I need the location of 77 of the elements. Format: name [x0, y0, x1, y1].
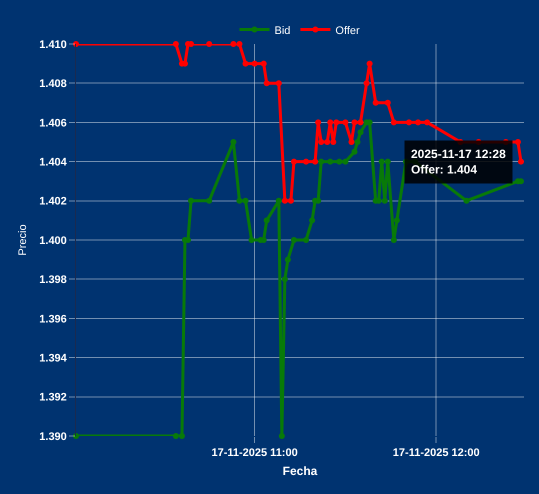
point: [342, 158, 348, 165]
point: [309, 217, 316, 224]
point: [518, 158, 524, 165]
point: [252, 60, 258, 67]
y-tick-label: 1.396: [39, 313, 67, 326]
point: [342, 119, 348, 126]
point: [178, 433, 185, 439]
point: [188, 198, 194, 204]
y-tick-label: 1.406: [39, 117, 67, 130]
point: [324, 139, 330, 145]
point: [290, 237, 297, 243]
point: [282, 276, 288, 282]
annotation: 2025-11-17 12:28 Offer: 1.404: [411, 147, 506, 177]
point: [172, 41, 179, 47]
legend-label: Bid: [274, 24, 290, 37]
point: [264, 217, 270, 224]
point: [394, 217, 400, 224]
point: [424, 119, 430, 126]
y-tick-label: 1.404: [39, 156, 68, 168]
point: [242, 60, 249, 67]
point: [278, 433, 285, 439]
point: [514, 139, 521, 145]
legend-label: Offer: [335, 24, 360, 37]
point: [406, 119, 412, 126]
point: [172, 433, 179, 439]
point: [276, 80, 282, 86]
point: [230, 41, 236, 47]
point: [206, 198, 212, 204]
point: [415, 119, 422, 126]
point: [364, 80, 370, 86]
y-tick-label: 1.394: [39, 352, 68, 364]
point: [230, 139, 236, 145]
point: [384, 100, 391, 106]
point: [288, 198, 294, 204]
point: [390, 119, 397, 126]
point: [351, 148, 358, 155]
point: [327, 119, 334, 126]
y-tick-label: 1.390: [39, 430, 67, 443]
y-axis-title: Precio: [16, 224, 29, 256]
x-tick-label: 17-11-2025 11:00: [211, 447, 298, 460]
point: [284, 256, 291, 263]
point: [372, 100, 379, 106]
y-tick-label: 1.410: [39, 38, 67, 51]
point: [260, 60, 267, 67]
point: [463, 198, 470, 204]
point: [303, 237, 310, 243]
point: [330, 139, 336, 145]
y-tick-label: 1.398: [39, 274, 67, 286]
point: [206, 41, 212, 47]
point: [382, 198, 388, 204]
point: [333, 119, 340, 126]
point: [348, 139, 354, 145]
y-tick-label: 1.402: [39, 196, 67, 208]
point: [318, 139, 324, 145]
y-tick-label: 1.408: [39, 78, 67, 90]
point: [390, 237, 397, 243]
point: [318, 158, 324, 165]
x-axis-title: Fecha: [282, 464, 318, 478]
point: [242, 198, 249, 204]
point: [264, 80, 270, 86]
point: [276, 198, 282, 204]
y-tick-label: 1.400: [39, 234, 67, 247]
point: [312, 158, 318, 165]
point: [351, 119, 358, 126]
point: [336, 158, 342, 165]
point: [327, 158, 334, 165]
point: [303, 158, 310, 165]
point: [354, 139, 361, 145]
y-tick-label: 1.392: [39, 392, 67, 404]
point: [315, 119, 322, 126]
point: [236, 41, 242, 47]
point: [358, 119, 364, 126]
point: [236, 198, 242, 204]
x-tick-label: 17-11-2025 12:00: [392, 447, 480, 460]
point: [358, 129, 364, 136]
point: [290, 158, 297, 165]
point: [282, 198, 288, 204]
